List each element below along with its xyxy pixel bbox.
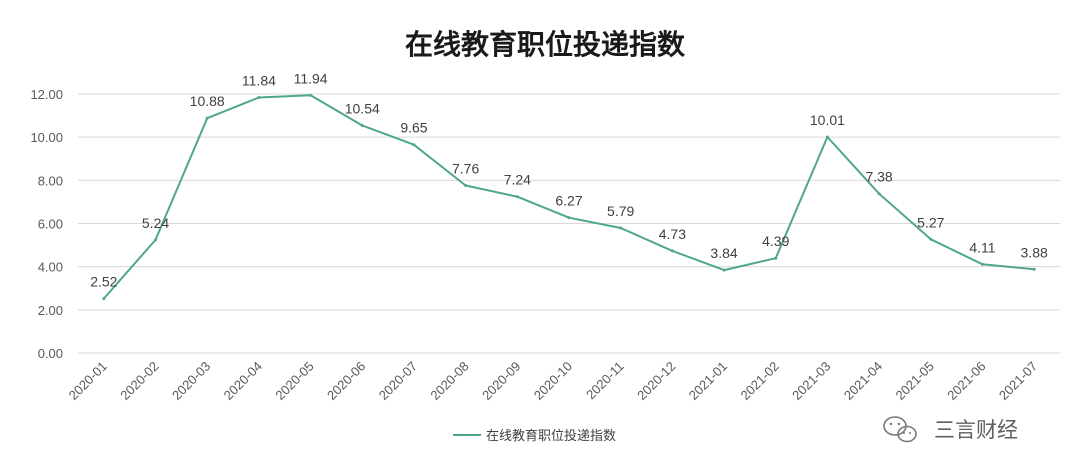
data-label: 7.24 <box>504 172 531 188</box>
data-label: 7.76 <box>452 161 479 177</box>
data-label: 10.01 <box>810 112 845 128</box>
x-tick-label: 2020-01 <box>66 359 110 403</box>
data-point <box>929 237 933 241</box>
y-tick-label: 12.00 <box>30 87 63 102</box>
watermark: 三言财经 <box>883 416 1018 443</box>
data-label: 5.24 <box>142 215 169 231</box>
data-point <box>980 262 984 266</box>
data-label: 2.52 <box>90 274 117 290</box>
data-point <box>670 249 674 253</box>
data-point <box>1032 267 1036 271</box>
data-label: 4.11 <box>969 239 995 255</box>
gridlines <box>78 93 1060 354</box>
data-point <box>877 192 881 196</box>
x-tick-label: 2021-01 <box>686 359 730 403</box>
data-point <box>825 135 829 139</box>
x-tick-label: 2020-08 <box>427 359 471 403</box>
y-tick-label: 6.00 <box>38 217 63 232</box>
data-label: 6.27 <box>555 193 582 209</box>
data-point <box>205 116 209 120</box>
data-point <box>102 297 106 301</box>
x-tick-label: 2020-05 <box>272 359 316 403</box>
data-label: 7.38 <box>865 169 892 185</box>
data-point <box>515 195 519 199</box>
y-tick-label: 0.00 <box>38 346 63 361</box>
data-point <box>309 93 313 97</box>
x-tick-label: 2021-02 <box>738 359 782 403</box>
data-point <box>257 95 261 99</box>
x-tick-label: 2020-11 <box>583 359 627 403</box>
data-label: 3.84 <box>710 245 737 261</box>
x-tick-label: 2020-12 <box>634 359 678 403</box>
chart-title: 在线教育职位投递指数 <box>405 28 686 61</box>
x-tick-label: 2020-10 <box>531 359 575 403</box>
data-point <box>464 184 468 188</box>
data-point <box>619 226 623 230</box>
x-tick-label: 2020-06 <box>324 359 368 403</box>
legend-label: 在线教育职位投递指数 <box>486 428 616 444</box>
data-label: 11.84 <box>242 72 276 88</box>
wechat-icon <box>883 416 917 443</box>
data-label: 9.65 <box>400 120 427 136</box>
data-label: 11.94 <box>294 70 328 86</box>
x-tick-label: 2021-04 <box>841 359 885 403</box>
x-tick-label: 2020-03 <box>169 359 213 403</box>
x-axis-ticks: 2020-01 2020-02 2020-03 2020-04 2020-05 2020-… <box>66 359 1041 403</box>
x-tick-label: 2021-05 <box>893 359 937 403</box>
data-point <box>567 216 571 220</box>
legend: 在线教育职位投递指数 <box>453 428 616 444</box>
y-tick-label: 4.00 <box>38 260 63 275</box>
watermark-text: 三言财经 <box>934 418 1018 442</box>
data-label: 10.88 <box>190 93 225 109</box>
data-point <box>412 143 416 147</box>
data-label: 10.54 <box>345 101 380 117</box>
x-tick-label: 2020-02 <box>117 359 161 403</box>
x-tick-label: 2020-07 <box>376 359 420 403</box>
series-line-layer <box>102 93 1036 301</box>
x-tick-label: 2020-09 <box>479 359 523 403</box>
data-point <box>722 268 726 272</box>
data-label: 3.88 <box>1021 244 1048 260</box>
data-label: 4.73 <box>659 226 686 242</box>
y-tick-label: 10.00 <box>30 130 63 145</box>
data-point <box>774 256 778 260</box>
y-tick-label: 8.00 <box>38 173 63 188</box>
data-point <box>154 238 158 242</box>
data-label: 5.79 <box>607 203 634 219</box>
y-axis-ticks: 0.00 2.00 4.00 6.00 8.00 10.00 12.00 <box>30 87 63 361</box>
data-labels: 2.52 5.24 10.88 11.84 11.94 10.54 9.65 7.76 7.24… <box>90 70 1048 289</box>
x-tick-label: 2021-03 <box>789 359 833 403</box>
y-tick-label: 2.00 <box>38 303 63 318</box>
data-label: 5.27 <box>917 214 944 230</box>
data-label: 4.39 <box>762 233 789 249</box>
x-tick-label: 2021-07 <box>996 359 1040 403</box>
data-point <box>360 124 364 128</box>
x-tick-label: 2021-06 <box>944 359 988 403</box>
x-tick-label: 2020-04 <box>221 359 265 403</box>
